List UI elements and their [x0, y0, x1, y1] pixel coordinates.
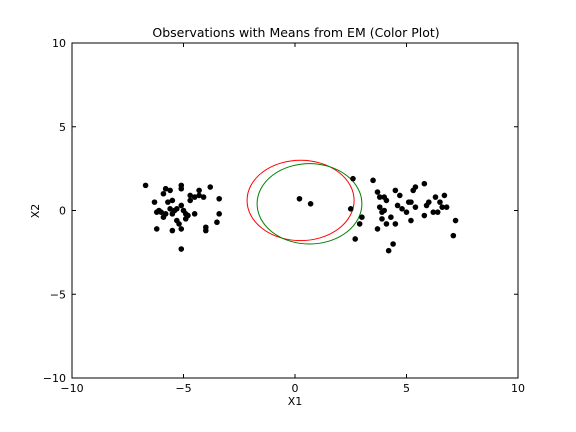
data-point — [359, 214, 365, 220]
data-point — [307, 201, 314, 207]
chart-title: Observations with Means from EM (Color P… — [152, 25, 439, 40]
data-point — [296, 195, 303, 202]
data-point — [216, 211, 222, 217]
data-point — [443, 204, 450, 210]
data-point — [397, 192, 403, 199]
data-point — [412, 204, 419, 210]
gaussian-ellipses — [246, 159, 363, 245]
data-point — [385, 247, 392, 254]
data-point — [434, 209, 441, 215]
covariance-ellipse — [246, 159, 355, 242]
data-point — [178, 246, 185, 252]
data-point — [452, 217, 459, 224]
data-point — [392, 221, 399, 227]
data-point — [432, 194, 439, 200]
data-point — [441, 192, 448, 199]
data-point — [383, 197, 390, 204]
x-tick-label: 5 — [403, 382, 410, 395]
data-point — [421, 180, 428, 187]
axis-ticks: −10 −5 0 5 10 −10 −5 0 5 10 — [43, 37, 525, 395]
data-point — [347, 206, 354, 212]
data-point — [153, 226, 160, 232]
data-point — [408, 217, 414, 224]
data-point — [178, 226, 185, 232]
data-point — [430, 209, 437, 215]
data-point — [408, 199, 414, 205]
data-point — [167, 206, 173, 212]
data-point — [171, 207, 178, 214]
data-point — [169, 227, 176, 234]
data-point — [207, 184, 214, 190]
data-point — [383, 221, 390, 227]
data-point — [182, 211, 189, 217]
data-point — [196, 192, 202, 199]
data-point — [182, 216, 189, 222]
data-point — [203, 227, 209, 234]
y-tick-label: −5 — [50, 288, 66, 301]
data-point — [356, 221, 363, 227]
data-point — [142, 182, 149, 189]
data-point — [399, 206, 405, 212]
data-point — [187, 192, 193, 199]
data-point — [160, 190, 167, 197]
y-tick-label: −10 — [43, 372, 66, 385]
data-point — [403, 209, 410, 215]
data-point — [421, 212, 428, 219]
data-point — [169, 197, 176, 204]
data-point — [216, 195, 222, 202]
data-point — [174, 217, 180, 224]
data-point — [214, 219, 220, 226]
data-point — [187, 197, 193, 204]
data-point — [191, 194, 198, 200]
data-point — [379, 216, 385, 222]
data-point — [374, 189, 381, 195]
x-axis-label: X1 — [288, 395, 303, 408]
data-point — [178, 202, 185, 209]
x-tick-label: 0 — [292, 382, 299, 395]
data-point — [156, 207, 162, 214]
data-point — [191, 211, 198, 217]
data-point — [394, 202, 401, 209]
y-axis-label: X2 — [29, 204, 42, 219]
covariance-ellipse — [256, 163, 363, 245]
data-point — [200, 194, 207, 200]
x-tick-label: 10 — [511, 382, 525, 395]
x-tick-label: −10 — [60, 382, 83, 395]
y-tick-label: 10 — [52, 37, 66, 50]
data-point — [178, 185, 185, 192]
data-point — [381, 207, 388, 214]
data-point — [167, 187, 173, 194]
data-point — [162, 185, 169, 192]
data-point — [151, 199, 158, 205]
data-point — [376, 194, 383, 200]
data-point — [392, 187, 399, 194]
x-tick-label: −5 — [175, 382, 191, 395]
data-point — [376, 204, 383, 210]
data-point — [374, 226, 381, 232]
y-tick-label: 5 — [59, 121, 66, 134]
data-point — [350, 175, 356, 182]
data-point — [439, 204, 445, 210]
data-point — [352, 236, 359, 242]
data-point — [370, 177, 376, 184]
y-tick-label: 0 — [59, 205, 66, 218]
data-point — [412, 184, 419, 190]
data-point — [388, 214, 394, 220]
data-point — [165, 199, 171, 205]
plot-area — [71, 42, 519, 379]
data-point — [423, 202, 430, 209]
data-point — [437, 199, 443, 205]
data-point — [390, 241, 396, 247]
observation-points — [142, 175, 459, 254]
data-point — [450, 232, 457, 239]
data-point — [160, 214, 167, 220]
data-point — [196, 187, 202, 194]
